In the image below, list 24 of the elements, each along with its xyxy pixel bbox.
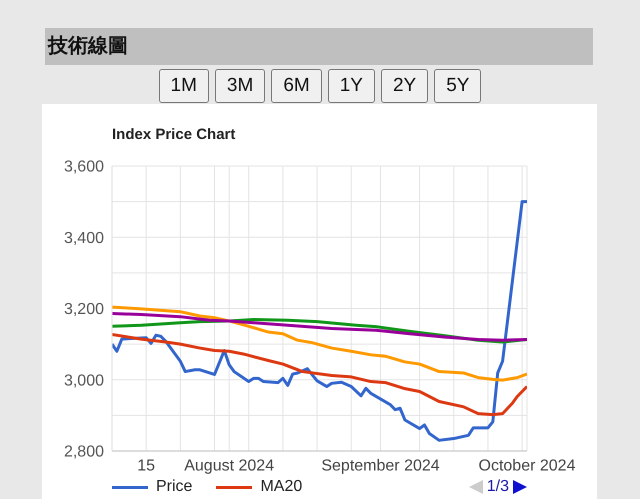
text: 1Y: [328, 69, 375, 103]
x-tick-label: 15: [137, 457, 156, 474]
line-series: [112, 200, 527, 442]
text: 技術線圖: [45, 28, 593, 65]
line-series: [112, 333, 527, 416]
chart-title: Index Price Chart: [112, 126, 236, 143]
line-series: [112, 312, 527, 342]
y-tick-label: 3,200: [64, 301, 104, 318]
y-tick-label: 3,000: [64, 372, 104, 390]
y-tick-label: 2,800: [64, 444, 104, 461]
line-series: [112, 306, 527, 382]
x-tick-label: September 2024: [321, 457, 440, 474]
text: 5Y: [434, 69, 482, 103]
x-tick-label: August 2024: [184, 457, 274, 474]
y-tick-label: 3,600: [64, 158, 104, 176]
legend-label: MA20: [260, 478, 302, 496]
text: 2Y: [380, 69, 428, 103]
legend-label: Price: [156, 478, 192, 496]
text: 1M: [158, 69, 209, 103]
x-tick-label: October 2024: [478, 457, 576, 474]
text: 1/3: [486, 478, 509, 496]
text: 3M: [214, 69, 266, 103]
y-tick-label: 3,400: [64, 230, 104, 247]
text: 6M: [271, 69, 322, 103]
